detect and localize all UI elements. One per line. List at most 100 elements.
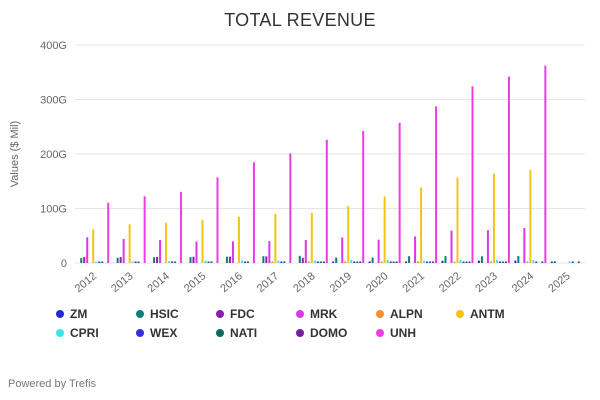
bar-HSIC-2024[interactable] <box>517 256 520 263</box>
bar-CPRI-2023[interactable] <box>495 259 498 263</box>
bar-ANTM-2023[interactable] <box>492 173 495 263</box>
bar-UNH-2016[interactable] <box>252 162 255 263</box>
bar-ZM-2019[interactable] <box>332 261 335 264</box>
bar-DOMO-2020[interactable] <box>395 261 398 264</box>
bar-WEX-2012[interactable] <box>98 261 101 264</box>
bar-ALPN-2021[interactable] <box>417 261 420 264</box>
bar-UNH-2017[interactable] <box>289 153 292 263</box>
bar-CPRI-2015[interactable] <box>204 260 207 263</box>
bar-HSIC-2020[interactable] <box>371 257 374 263</box>
bar-WEX-2014[interactable] <box>171 261 174 264</box>
bar-UNH-2014[interactable] <box>180 191 183 263</box>
bar-WEX-2013[interactable] <box>134 261 137 264</box>
bar-WEX-2018[interactable] <box>316 261 319 264</box>
legend-item-mrk[interactable]: MRK <box>296 307 376 321</box>
bar-ZM-2022[interactable] <box>441 260 444 263</box>
bar-ALPN-2019[interactable] <box>344 261 347 264</box>
bar-HSIC-2022[interactable] <box>444 256 447 263</box>
bar-WEX-2023[interactable] <box>498 261 501 264</box>
legend-item-alpn[interactable]: ALPN <box>376 307 456 321</box>
bar-CPRI-2013[interactable] <box>131 261 134 264</box>
legend-item-fdc[interactable]: FDC <box>216 307 296 321</box>
bar-NATI-2016[interactable] <box>246 261 249 264</box>
bar-UNH-2024[interactable] <box>544 65 547 263</box>
legend-item-domo[interactable]: DOMO <box>296 326 376 340</box>
bar-MRK-2019[interactable] <box>341 237 344 263</box>
bar-WEX-2020[interactable] <box>389 261 392 264</box>
bar-WEX-2016[interactable] <box>243 261 246 264</box>
bar-WEX-2022[interactable] <box>462 261 465 264</box>
bar-HSIC-2025[interactable] <box>553 261 556 263</box>
bar-NATI-2012[interactable] <box>101 261 104 264</box>
bar-ALPN-2023[interactable] <box>489 261 492 264</box>
bar-HSIC-2013[interactable] <box>116 257 119 263</box>
bar-ZM-2023[interactable] <box>477 260 480 263</box>
bar-ANTM-2012[interactable] <box>92 229 95 263</box>
bar-DOMO-2024[interactable] <box>541 261 544 264</box>
bar-CPRI-2016[interactable] <box>240 260 243 263</box>
bar-WEX-2015[interactable] <box>207 261 210 264</box>
bar-NATI-2015[interactable] <box>210 261 213 264</box>
bar-UNH-2023[interactable] <box>507 76 510 263</box>
bar-WEX-2024[interactable] <box>535 261 538 264</box>
bar-WEX-2025[interactable] <box>571 261 574 264</box>
bar-NATI-2014[interactable] <box>174 261 177 264</box>
bar-ANTM-2019[interactable] <box>347 206 350 263</box>
bar-MRK-2024[interactable] <box>523 228 526 263</box>
bar-CPRI-2012[interactable] <box>95 261 98 264</box>
bar-CPRI-2019[interactable] <box>350 260 353 263</box>
legend-item-cpri[interactable]: CPRI <box>56 326 136 340</box>
bar-MRK-2021[interactable] <box>414 236 417 263</box>
bar-DOMO-2019[interactable] <box>359 261 362 264</box>
bar-MRK-2012[interactable] <box>86 237 89 263</box>
bar-MRK-2016[interactable] <box>231 241 234 263</box>
bar-MRK-2022[interactable] <box>450 230 453 263</box>
bar-ANTM-2021[interactable] <box>420 187 423 263</box>
bar-CPRI-2024[interactable] <box>532 260 535 263</box>
bar-DOMO-2023[interactable] <box>504 261 507 264</box>
bar-FDC-2016[interactable] <box>228 256 231 263</box>
bar-HSIC-2014[interactable] <box>153 257 156 263</box>
bar-DOMO-2018[interactable] <box>322 261 325 264</box>
bar-CPRI-2022[interactable] <box>459 259 462 263</box>
bar-ANTM-2020[interactable] <box>383 196 386 263</box>
bar-MRK-2017[interactable] <box>268 241 271 263</box>
bar-ANTM-2022[interactable] <box>456 177 459 263</box>
legend-item-antm[interactable]: ANTM <box>456 307 536 321</box>
bar-UNH-2021[interactable] <box>435 106 438 264</box>
bar-NATI-2018[interactable] <box>319 261 322 264</box>
bar-NATI-2020[interactable] <box>392 261 395 264</box>
bar-FDC-2014[interactable] <box>156 256 159 263</box>
bar-MRK-2015[interactable] <box>195 241 198 263</box>
bar-ANTM-2017[interactable] <box>274 213 277 263</box>
bar-HSIC-2015[interactable] <box>189 257 192 263</box>
bar-ANTM-2018[interactable] <box>310 212 313 263</box>
bar-ZM-2020[interactable] <box>368 261 371 264</box>
bar-ALPN-2020[interactable] <box>380 261 383 264</box>
bar-CPRI-2020[interactable] <box>386 259 389 263</box>
bar-UNH-2012[interactable] <box>107 202 110 263</box>
bar-ANTM-2016[interactable] <box>237 216 240 263</box>
bar-ALPN-2022[interactable] <box>453 261 456 264</box>
bar-CPRI-2021[interactable] <box>423 260 426 263</box>
bar-FDC-2012[interactable] <box>83 257 86 263</box>
bar-UNH-2019[interactable] <box>362 131 365 263</box>
bar-WEX-2017[interactable] <box>280 261 283 264</box>
bar-FDC-2017[interactable] <box>265 256 268 263</box>
bar-NATI-2023[interactable] <box>501 261 504 264</box>
bar-UNH-2015[interactable] <box>216 177 219 263</box>
bar-NATI-2022[interactable] <box>465 261 468 264</box>
legend-item-hsic[interactable]: HSIC <box>136 307 216 321</box>
bar-CPRI-2017[interactable] <box>277 260 280 263</box>
bar-ZM-2025[interactable] <box>550 261 553 264</box>
bar-ANTM-2013[interactable] <box>128 224 131 263</box>
bar-HSIC-2019[interactable] <box>335 257 338 263</box>
bar-ANTM-2014[interactable] <box>165 222 168 263</box>
bar-WEX-2019[interactable] <box>353 261 356 264</box>
bar-HSIC-2023[interactable] <box>480 256 483 263</box>
bar-HSIC-2012[interactable] <box>80 258 83 263</box>
legend-item-nati[interactable]: NATI <box>216 326 296 340</box>
bar-ZM-2024[interactable] <box>514 260 517 263</box>
bar-NATI-2013[interactable] <box>137 261 140 264</box>
bar-HSIC-2018[interactable] <box>298 255 301 263</box>
